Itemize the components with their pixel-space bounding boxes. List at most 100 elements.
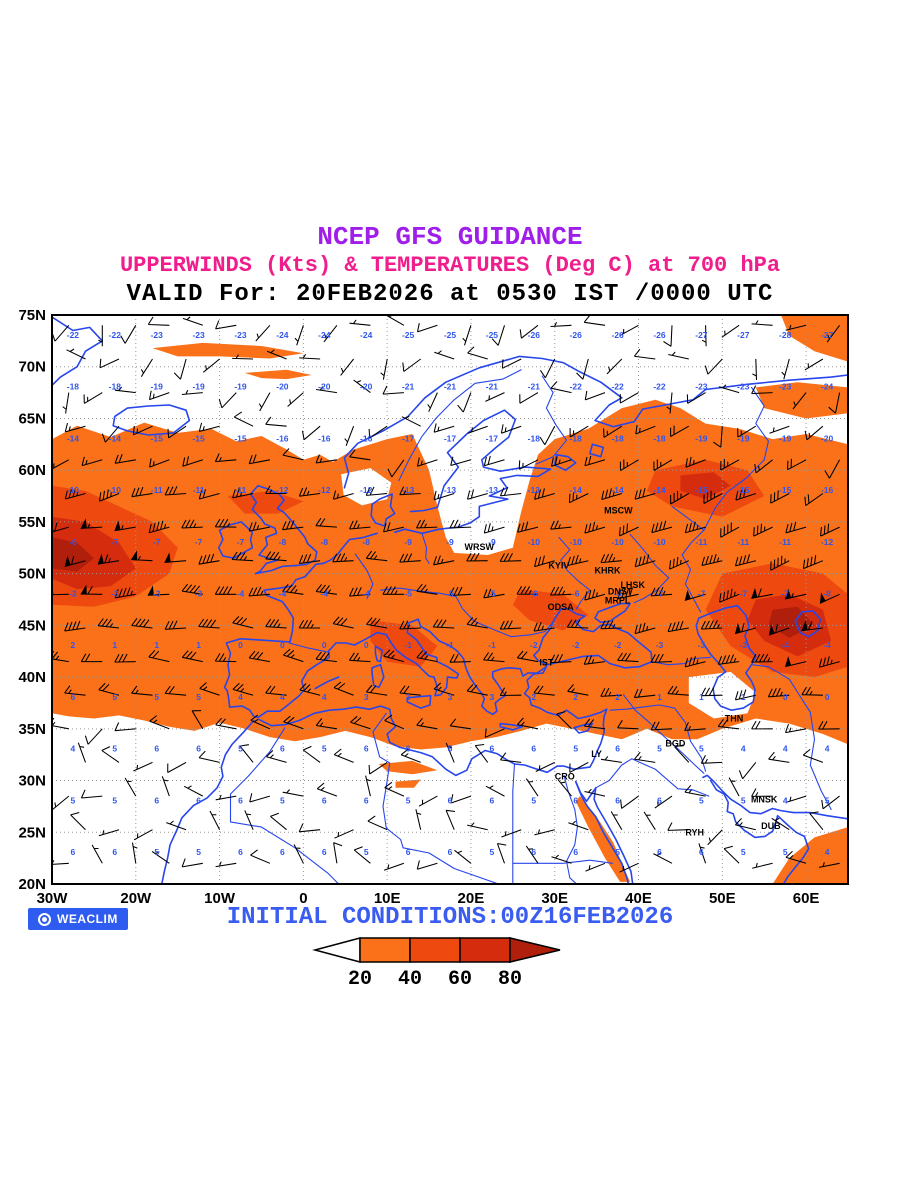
wind-barb <box>539 425 556 445</box>
map-frame <box>51 314 849 885</box>
wind-barb <box>266 750 287 763</box>
wind-barb <box>670 490 690 505</box>
wind-barb <box>600 687 622 697</box>
wind-barb <box>282 583 304 595</box>
wind-barb <box>148 649 170 663</box>
wind-barb <box>198 618 220 629</box>
wind-barb <box>483 455 505 467</box>
wind-barb <box>98 829 120 837</box>
wind-barb <box>149 458 170 468</box>
temperature-value: -22 <box>570 382 583 392</box>
wind-barb <box>449 586 471 597</box>
wind-barb <box>133 761 153 772</box>
wind-barb <box>770 490 790 504</box>
wind-barb <box>802 748 824 763</box>
temperature-value: 5 <box>531 795 536 805</box>
temperature-value: -13 <box>402 485 415 495</box>
coastline <box>709 779 806 839</box>
temperature-value: 5 <box>322 744 327 754</box>
wind-barb <box>685 456 706 468</box>
coastline <box>794 610 822 638</box>
wind-barb <box>718 384 740 394</box>
temperature-value: -21 <box>402 382 415 392</box>
initial-conditions-text: INITIAL CONDITIONS:00Z16FEB2026 <box>226 904 674 931</box>
wind-barb <box>550 520 572 530</box>
wind-barb <box>539 358 556 379</box>
wind-barb <box>752 862 773 869</box>
temperature-value: 4 <box>741 744 746 754</box>
wind-barb <box>265 685 287 696</box>
wind-barb <box>250 849 271 864</box>
border-or-river <box>535 375 568 465</box>
temperature-value: 1 <box>154 640 159 650</box>
lat-axis-label: 20N <box>18 876 46 893</box>
temperature-value: -8 <box>279 537 287 547</box>
temperature-value: 5 <box>699 795 704 805</box>
coastline <box>52 316 104 387</box>
wind-barb <box>670 425 690 438</box>
temperature-value: -5 <box>404 589 412 599</box>
lat-axis-label: 65N <box>18 411 46 428</box>
temperature-value: -8 <box>362 537 370 547</box>
wind-barb <box>720 459 740 471</box>
wind-barb <box>383 649 405 663</box>
wind-barb <box>516 586 539 595</box>
wind-barb <box>214 586 237 595</box>
wind-barb <box>550 381 572 394</box>
wind-barb <box>735 488 756 501</box>
temperature-value: 0 <box>238 640 243 650</box>
wind-barb <box>166 820 187 831</box>
wind-barb <box>52 650 69 663</box>
wind-barb <box>717 718 740 730</box>
wind-barb <box>634 622 656 635</box>
wind-barb <box>818 656 840 668</box>
wind-barb <box>101 425 120 443</box>
coastline <box>406 694 432 709</box>
wind-barb <box>98 325 103 347</box>
wind-barb <box>114 587 136 599</box>
temperature-value: 6 <box>196 744 201 754</box>
coastline <box>161 719 255 884</box>
temperature-value: 5 <box>196 692 201 702</box>
wind-barb <box>248 454 270 465</box>
wind-barb <box>501 829 522 838</box>
coastline <box>249 484 318 575</box>
temperature-value: -19 <box>695 433 708 443</box>
wind-barb <box>349 520 371 530</box>
wind-barb <box>785 850 807 864</box>
coastline <box>371 663 385 689</box>
wind-barb <box>551 854 572 864</box>
wind-barb <box>350 715 371 730</box>
wind-barb <box>315 651 337 663</box>
temperature-value: 6 <box>490 795 495 805</box>
wind-barb <box>734 689 756 701</box>
shade-80kt <box>52 537 94 572</box>
lon-axis-label: 10W <box>204 890 236 907</box>
wind-barb <box>785 521 807 534</box>
wind-barb <box>416 717 438 730</box>
temperature-value: 6 <box>406 847 411 857</box>
temperature-value: -7 <box>656 589 664 599</box>
city-label: WRSW <box>465 542 495 552</box>
wind-barb <box>114 520 136 532</box>
temperature-value: -26 <box>528 330 541 340</box>
temperature-value: -3 <box>111 589 119 599</box>
wind-barb <box>650 653 673 663</box>
wind-barb <box>525 845 539 864</box>
temperature-value: -11 <box>235 485 247 495</box>
wind-barb <box>349 449 371 461</box>
wind-barb <box>266 349 287 360</box>
wind-barb <box>333 681 354 696</box>
wind-barb <box>584 455 606 467</box>
temperature-value: -16 <box>360 433 373 443</box>
temperature-value: -7 <box>781 589 789 599</box>
wind-barb <box>164 552 187 563</box>
chart-title: NCEP GFS GUIDANCE <box>317 222 583 252</box>
border-or-river <box>671 505 705 613</box>
wind-barb <box>52 795 70 810</box>
temperature-value: -3 <box>740 640 748 650</box>
shade-20kt <box>395 779 421 788</box>
wind-barb <box>80 653 103 663</box>
wind-barb <box>686 392 706 404</box>
wind-barb <box>633 688 656 699</box>
